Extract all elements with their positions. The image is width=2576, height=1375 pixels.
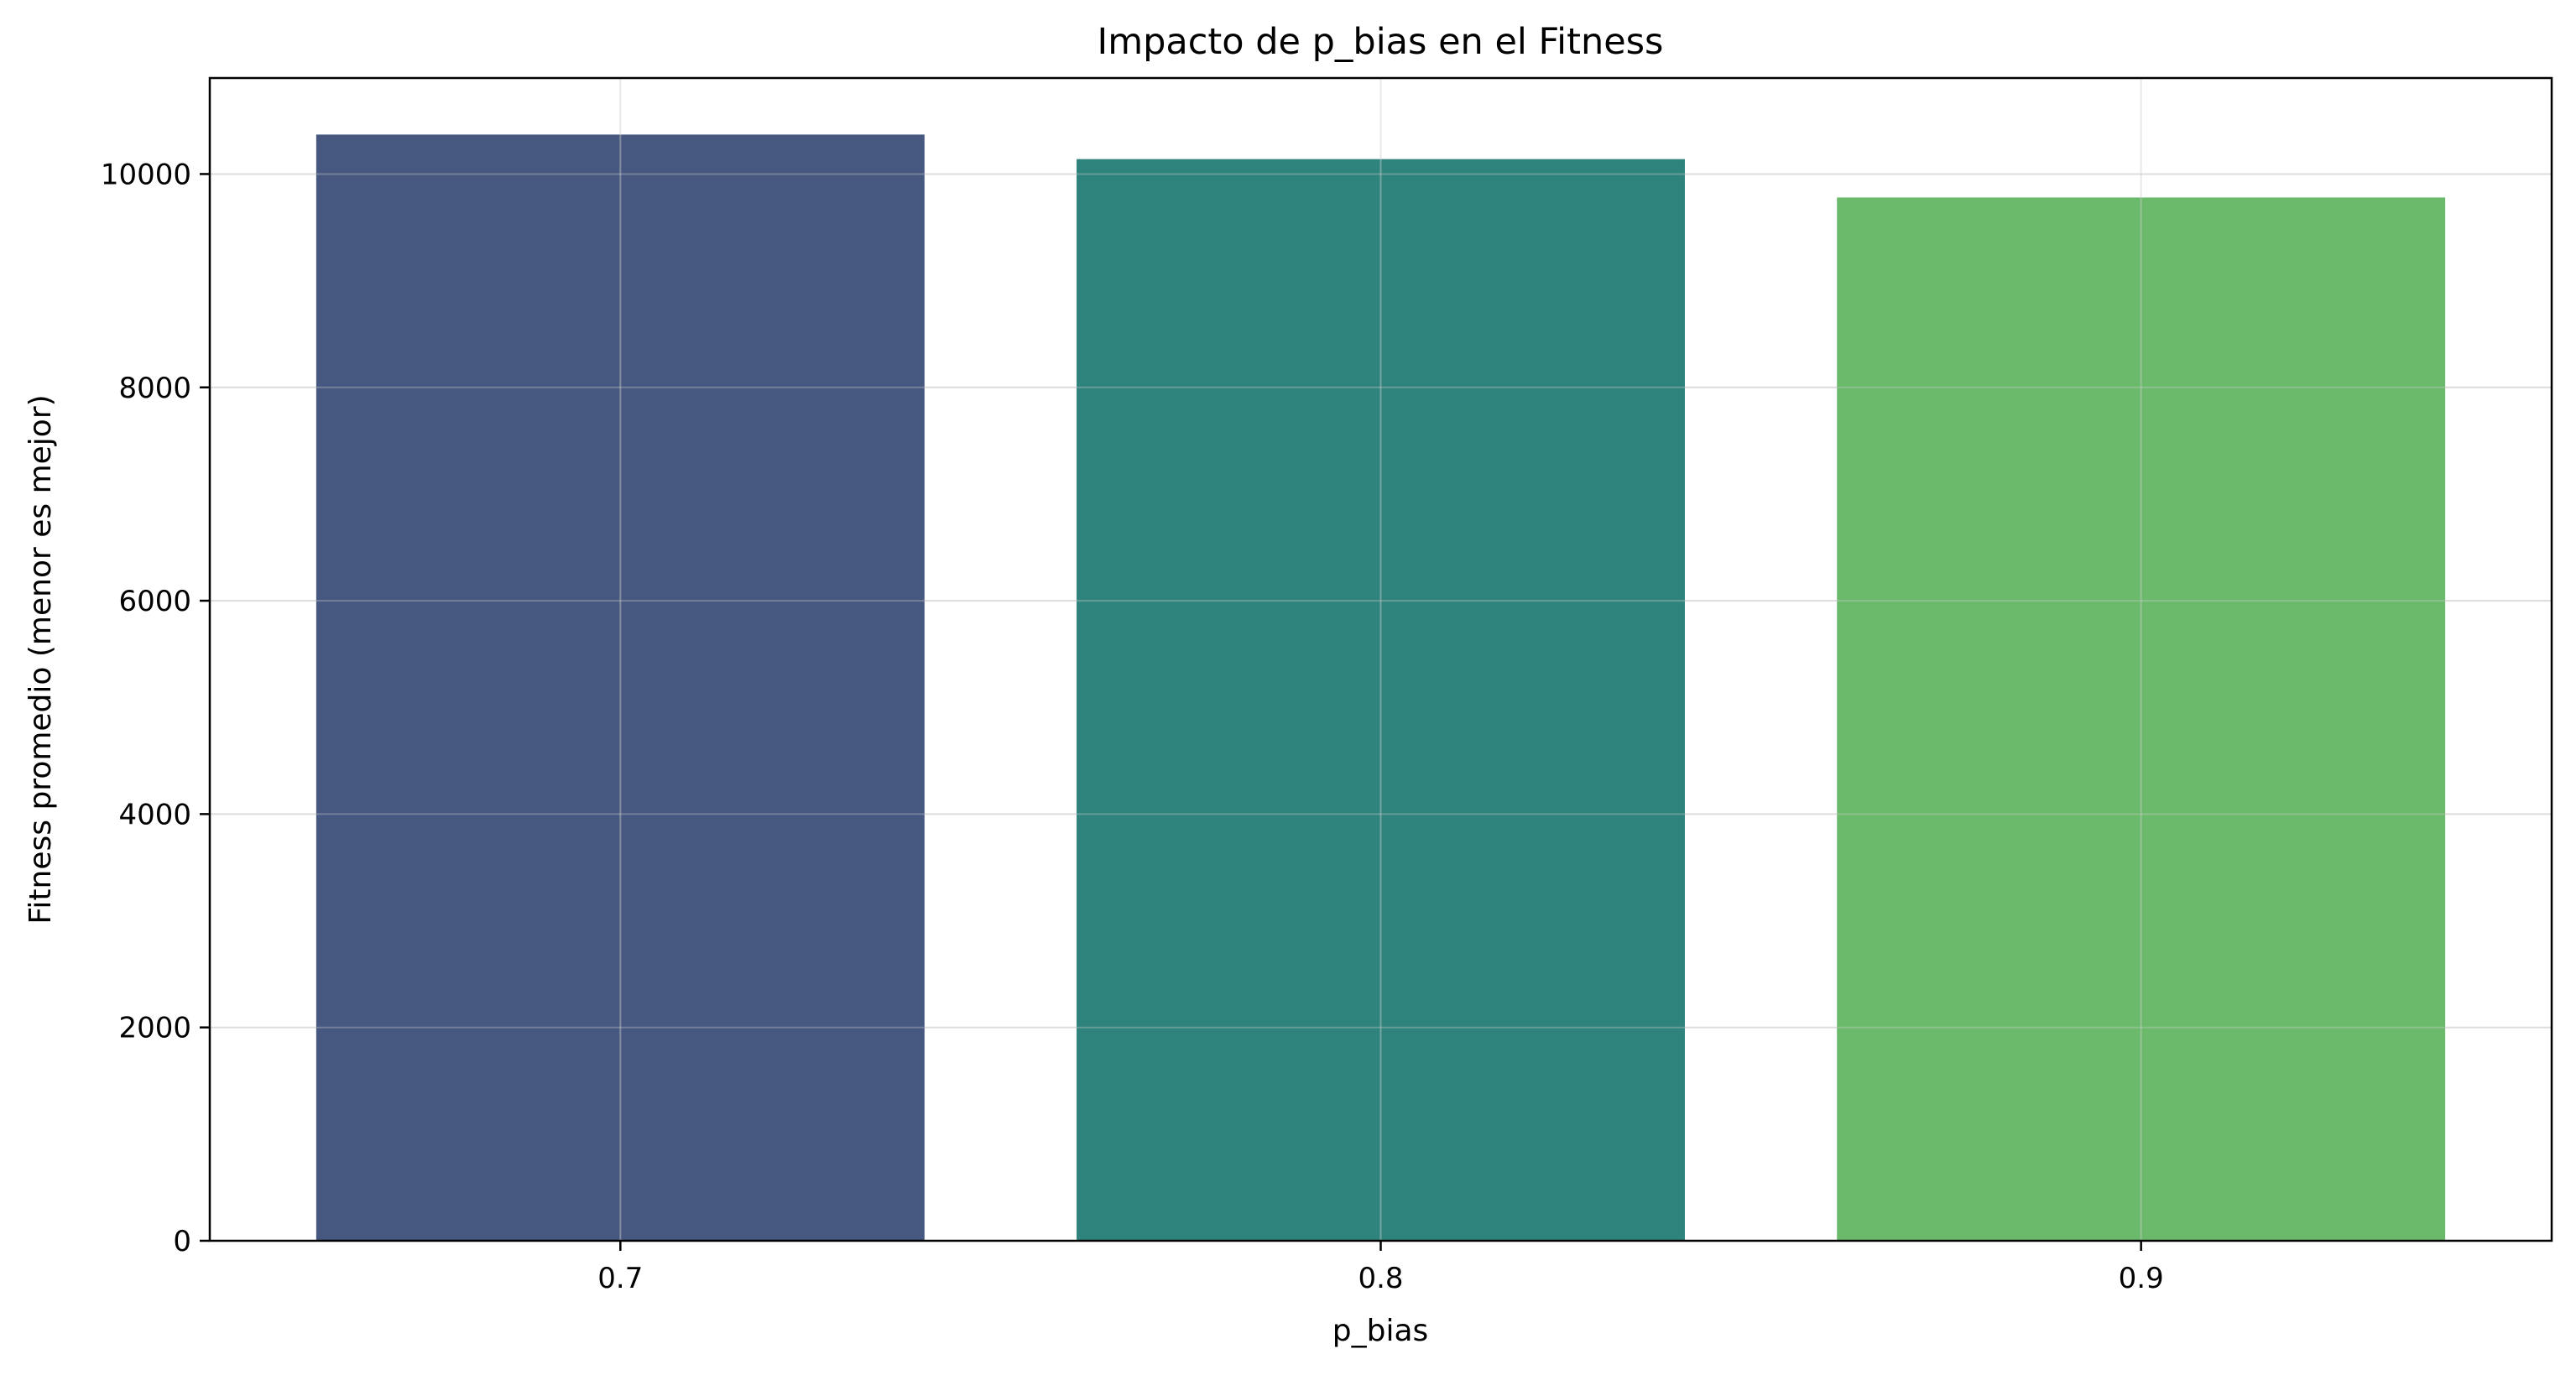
chart-title: Impacto de p_bias en el Fitness <box>1098 21 1664 63</box>
y-axis-label: Fitness promedio (menor es mejor) <box>23 394 58 924</box>
y-tick-label: 10000 <box>101 158 191 191</box>
bar-0.9 <box>1837 197 2446 1241</box>
x-axis-ticks: 0.7 0.8 0.9 <box>597 1241 2164 1295</box>
x-tick-label: 0.9 <box>2119 1262 2164 1295</box>
y-tick-label: 6000 <box>118 585 191 618</box>
y-tick-label: 2000 <box>118 1012 191 1045</box>
bar-0.7 <box>315 134 925 1241</box>
x-axis-label: p_bias <box>1332 1314 1429 1348</box>
y-tick-label: 4000 <box>118 798 191 831</box>
y-tick-label: 0 <box>173 1225 191 1258</box>
x-tick-label: 0.7 <box>597 1262 643 1295</box>
x-tick-label: 0.8 <box>1358 1262 1403 1295</box>
overlay-grid-layer <box>210 78 2552 1242</box>
bar-0.8 <box>1077 159 1685 1241</box>
y-axis-ticks: 0 2000 4000 6000 8000 10000 <box>101 158 210 1258</box>
y-tick-label: 8000 <box>118 372 191 405</box>
bar-layer <box>315 134 2446 1241</box>
